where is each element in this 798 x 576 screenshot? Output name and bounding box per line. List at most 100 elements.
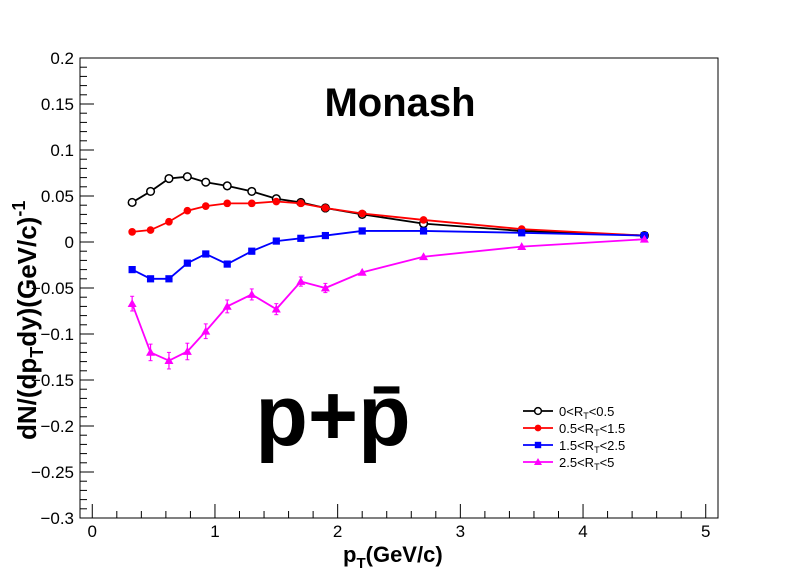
y-tick-label: −0.25 bbox=[31, 463, 74, 482]
y-tick-label: −0.15 bbox=[31, 371, 74, 390]
x-axis-title-rest: (GeV/c) bbox=[366, 542, 443, 567]
data-point bbox=[182, 346, 192, 355]
x-tick-label: 3 bbox=[456, 522, 465, 541]
data-point bbox=[272, 237, 280, 245]
data-point bbox=[127, 197, 137, 208]
data-point bbox=[165, 275, 173, 283]
data-point bbox=[165, 217, 173, 226]
data-point bbox=[358, 209, 367, 218]
y-tick-label: 0.1 bbox=[50, 141, 74, 160]
legend-label-pre: 0.5<R bbox=[559, 421, 594, 436]
data-point bbox=[146, 275, 155, 283]
data-point bbox=[247, 186, 257, 196]
y-tick-label: 0.05 bbox=[41, 187, 74, 206]
legend-label: 1.5<RT<2.5 bbox=[559, 438, 625, 455]
data-point bbox=[202, 250, 210, 258]
data-point bbox=[517, 242, 527, 250]
data-point bbox=[518, 229, 526, 237]
data-point bbox=[223, 199, 232, 208]
x-tick-label: 2 bbox=[333, 522, 342, 541]
data-point bbox=[419, 252, 429, 261]
legend-label-pre: 2.5<R bbox=[559, 455, 594, 470]
x-axis-title-sub: T bbox=[356, 555, 365, 572]
data-point bbox=[419, 216, 428, 224]
series-layer bbox=[127, 172, 649, 370]
y-tick-label: 0 bbox=[65, 233, 74, 252]
x-axis-title: pT(GeV/c) bbox=[343, 542, 443, 572]
y-tick-label: −0.05 bbox=[31, 279, 74, 298]
series-line bbox=[131, 238, 645, 362]
data-point bbox=[146, 347, 156, 356]
legend-label-pre: 0<R bbox=[559, 404, 583, 419]
legend-label: 0<RT<0.5 bbox=[559, 404, 614, 421]
plot-frame bbox=[79, 57, 719, 519]
data-point bbox=[639, 234, 649, 243]
legend-label-sub: T bbox=[594, 445, 600, 455]
legend-item-1: 0<RT<0.5 bbox=[523, 404, 614, 421]
data-point bbox=[201, 326, 211, 335]
x-axis-title-main: p bbox=[343, 542, 356, 567]
legend-item-3: 1.5<RT<2.5 bbox=[523, 438, 625, 455]
data-point bbox=[183, 206, 192, 215]
data-point bbox=[222, 181, 232, 191]
series-3 bbox=[128, 227, 648, 283]
legend-label-post: <0.5 bbox=[589, 404, 615, 419]
legend-item-4: 2.5<RT<5 bbox=[523, 455, 614, 472]
legend-label: 2.5<RT<5 bbox=[559, 455, 614, 472]
y-axis-title-sup: -1 bbox=[9, 201, 29, 217]
data-point bbox=[145, 186, 156, 196]
data-point bbox=[248, 247, 256, 255]
x-tick-label: 1 bbox=[210, 522, 219, 541]
x-tick-label: 0 bbox=[88, 522, 97, 541]
y-axis-title-sub: T bbox=[27, 347, 47, 358]
collision-label: p+p̄ bbox=[255, 368, 410, 464]
data-point bbox=[321, 204, 330, 212]
x-tick-label: 5 bbox=[701, 522, 710, 541]
y-tick-label: −0.3 bbox=[40, 509, 74, 528]
y-tick-label: −0.1 bbox=[40, 325, 74, 344]
legend-label: 0.5<RT<1.5 bbox=[559, 421, 625, 438]
legend: 0<RT<0.50.5<RT<1.51.5<RT<2.52.5<RT<5 bbox=[523, 404, 625, 472]
legend-label-sub: T bbox=[594, 428, 600, 438]
data-point bbox=[419, 227, 428, 235]
data-point bbox=[201, 202, 210, 210]
data-point bbox=[128, 228, 136, 236]
legend-label-post: <2.5 bbox=[600, 438, 626, 453]
axis-ticks: −0.3 −0.25 −0.2 −0.15 −0.1 −0.05 0 0.05 0.1 0.15 0… bbox=[31, 49, 710, 541]
y-tick-label: −0.2 bbox=[40, 417, 74, 436]
chart-title: Monash bbox=[324, 81, 475, 125]
data-point bbox=[357, 267, 367, 276]
data-point bbox=[183, 259, 191, 267]
data-point bbox=[223, 260, 231, 268]
data-point bbox=[320, 283, 330, 292]
legend-swatch-marker bbox=[534, 458, 542, 465]
x-tick-label: 4 bbox=[578, 522, 587, 541]
legend-label-sub: T bbox=[594, 462, 600, 472]
legend-label-post: <5 bbox=[600, 455, 615, 470]
data-point bbox=[247, 199, 256, 208]
data-point bbox=[222, 301, 232, 310]
series-4 bbox=[127, 234, 649, 370]
legend-swatch-marker bbox=[534, 424, 542, 432]
data-point bbox=[321, 231, 329, 240]
data-point bbox=[127, 299, 137, 308]
data-point bbox=[296, 277, 306, 285]
data-point bbox=[297, 234, 305, 242]
data-point bbox=[358, 227, 366, 235]
y-axis-title: dN/(dpTdy)(GeV/c)-1 bbox=[9, 201, 47, 440]
y-axis-title-part2: dy)(GeV/c) bbox=[12, 217, 42, 347]
data-point bbox=[271, 304, 281, 313]
y-axis-title-part1: dN/(dp bbox=[12, 358, 42, 440]
legend-swatch-marker bbox=[534, 441, 542, 449]
data-point bbox=[128, 266, 136, 274]
legend-label-pre: 1.5<R bbox=[559, 438, 594, 453]
data-point bbox=[201, 177, 211, 187]
data-point bbox=[182, 172, 192, 182]
legend-label-post: <1.5 bbox=[600, 421, 626, 436]
legend-swatch-marker bbox=[533, 406, 543, 416]
legend-label-sub: T bbox=[583, 411, 589, 421]
legend-item-2: 0.5<RT<1.5 bbox=[523, 421, 625, 438]
data-point bbox=[146, 226, 155, 234]
